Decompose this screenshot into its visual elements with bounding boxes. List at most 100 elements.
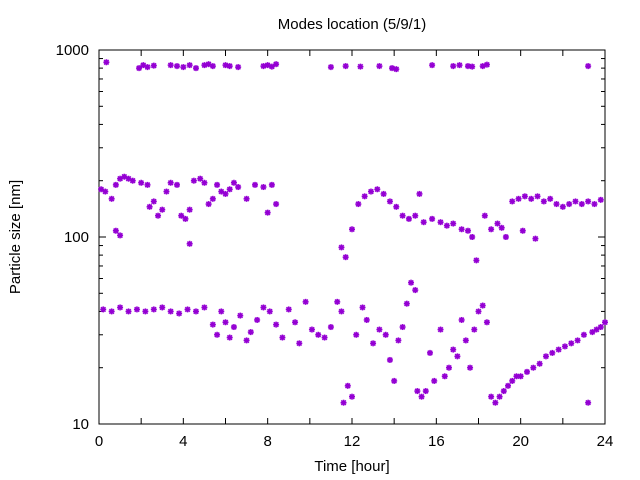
x-tick-label: 24 bbox=[597, 433, 614, 450]
data-point-stroke bbox=[393, 66, 400, 72]
data-point bbox=[214, 331, 221, 338]
data-point-stroke bbox=[279, 334, 286, 341]
data-point-stroke bbox=[374, 186, 381, 193]
data-point-stroke bbox=[469, 63, 475, 70]
data-point-stroke bbox=[408, 279, 414, 286]
data-point-stroke bbox=[541, 198, 547, 205]
data-point-stroke bbox=[465, 227, 471, 234]
data-point bbox=[142, 308, 149, 315]
data-point-stroke bbox=[355, 201, 362, 207]
data-point-stroke bbox=[197, 175, 204, 182]
data-point bbox=[412, 287, 419, 294]
data-point-stroke bbox=[522, 193, 528, 200]
data-point-stroke bbox=[205, 201, 212, 207]
data-point bbox=[159, 304, 166, 311]
data-point bbox=[593, 326, 600, 333]
data-point-stroke bbox=[159, 304, 166, 311]
data-point-stroke bbox=[465, 63, 471, 69]
data-point bbox=[112, 227, 119, 234]
data-point-stroke bbox=[532, 235, 539, 242]
data-point bbox=[186, 62, 193, 69]
data-point bbox=[155, 212, 162, 219]
data-point-stroke bbox=[456, 62, 463, 68]
data-point bbox=[597, 324, 604, 331]
data-point bbox=[342, 63, 349, 70]
data-point-stroke bbox=[201, 179, 208, 186]
data-point bbox=[247, 329, 254, 336]
data-point-stroke bbox=[167, 179, 174, 186]
data-point bbox=[192, 308, 199, 315]
data-point-stroke bbox=[359, 304, 366, 311]
data-point-stroke bbox=[117, 304, 123, 311]
data-point-stroke bbox=[387, 357, 393, 363]
data-point bbox=[254, 316, 261, 323]
data-point-stroke bbox=[515, 196, 522, 202]
data-point bbox=[243, 337, 250, 344]
data-point-stroke bbox=[593, 326, 600, 333]
data-point bbox=[308, 326, 315, 333]
data-point-stroke bbox=[328, 64, 334, 70]
data-point bbox=[479, 302, 486, 309]
data-point-stroke bbox=[140, 62, 147, 68]
data-point bbox=[163, 188, 170, 195]
data-point-stroke bbox=[174, 182, 180, 188]
data-point bbox=[519, 227, 526, 234]
data-point-stroke bbox=[597, 324, 604, 330]
data-point-stroke bbox=[342, 63, 349, 69]
data-point bbox=[315, 331, 322, 338]
data-point-stroke bbox=[446, 364, 452, 371]
data-point bbox=[201, 179, 208, 186]
data-point bbox=[222, 190, 229, 197]
data-point-stroke bbox=[467, 364, 473, 371]
data-point-stroke bbox=[420, 219, 427, 226]
data-point-stroke bbox=[578, 201, 585, 207]
data-point bbox=[363, 316, 370, 323]
data-point-stroke bbox=[296, 340, 303, 347]
data-point bbox=[176, 310, 183, 317]
data-point-stroke bbox=[174, 63, 180, 69]
y-tick-label: 1000 bbox=[56, 42, 89, 59]
data-point-stroke bbox=[218, 308, 225, 315]
data-point-stroke bbox=[496, 393, 503, 400]
data-point bbox=[416, 190, 423, 197]
data-point-stroke bbox=[338, 244, 345, 251]
data-point bbox=[243, 195, 250, 202]
data-point-stroke bbox=[182, 216, 189, 222]
data-point-stroke bbox=[509, 378, 516, 384]
data-point-stroke bbox=[473, 257, 480, 264]
data-point bbox=[103, 59, 110, 66]
data-point bbox=[450, 220, 457, 227]
data-point-stroke bbox=[338, 308, 345, 315]
data-point bbox=[585, 63, 592, 70]
data-point-stroke bbox=[488, 393, 494, 400]
data-point-stroke bbox=[231, 179, 237, 186]
data-point bbox=[108, 308, 115, 315]
data-point-stroke bbox=[399, 212, 406, 219]
data-point bbox=[279, 334, 286, 341]
data-point bbox=[230, 179, 237, 186]
data-point bbox=[167, 179, 174, 186]
data-point bbox=[129, 177, 136, 184]
data-point-stroke bbox=[113, 182, 119, 188]
data-point bbox=[431, 377, 438, 384]
data-point-stroke bbox=[260, 304, 267, 311]
data-point bbox=[125, 308, 132, 315]
data-point bbox=[429, 62, 436, 69]
data-point-stroke bbox=[222, 319, 229, 326]
data-point bbox=[273, 61, 280, 68]
data-point bbox=[167, 62, 174, 69]
data-point-stroke bbox=[269, 63, 275, 70]
data-point-stroke bbox=[125, 175, 132, 182]
data-point bbox=[268, 181, 275, 188]
data-point bbox=[393, 66, 400, 73]
data-point-stroke bbox=[184, 306, 191, 313]
y-axis-label: Particle size [nm] bbox=[7, 180, 24, 294]
data-point bbox=[197, 175, 204, 182]
data-point-stroke bbox=[562, 343, 568, 350]
data-point-stroke bbox=[151, 198, 157, 205]
data-point bbox=[517, 373, 524, 380]
data-point-stroke bbox=[585, 63, 591, 69]
data-point-stroke bbox=[505, 383, 511, 389]
data-point-stroke bbox=[98, 186, 104, 193]
data-point bbox=[405, 215, 412, 222]
